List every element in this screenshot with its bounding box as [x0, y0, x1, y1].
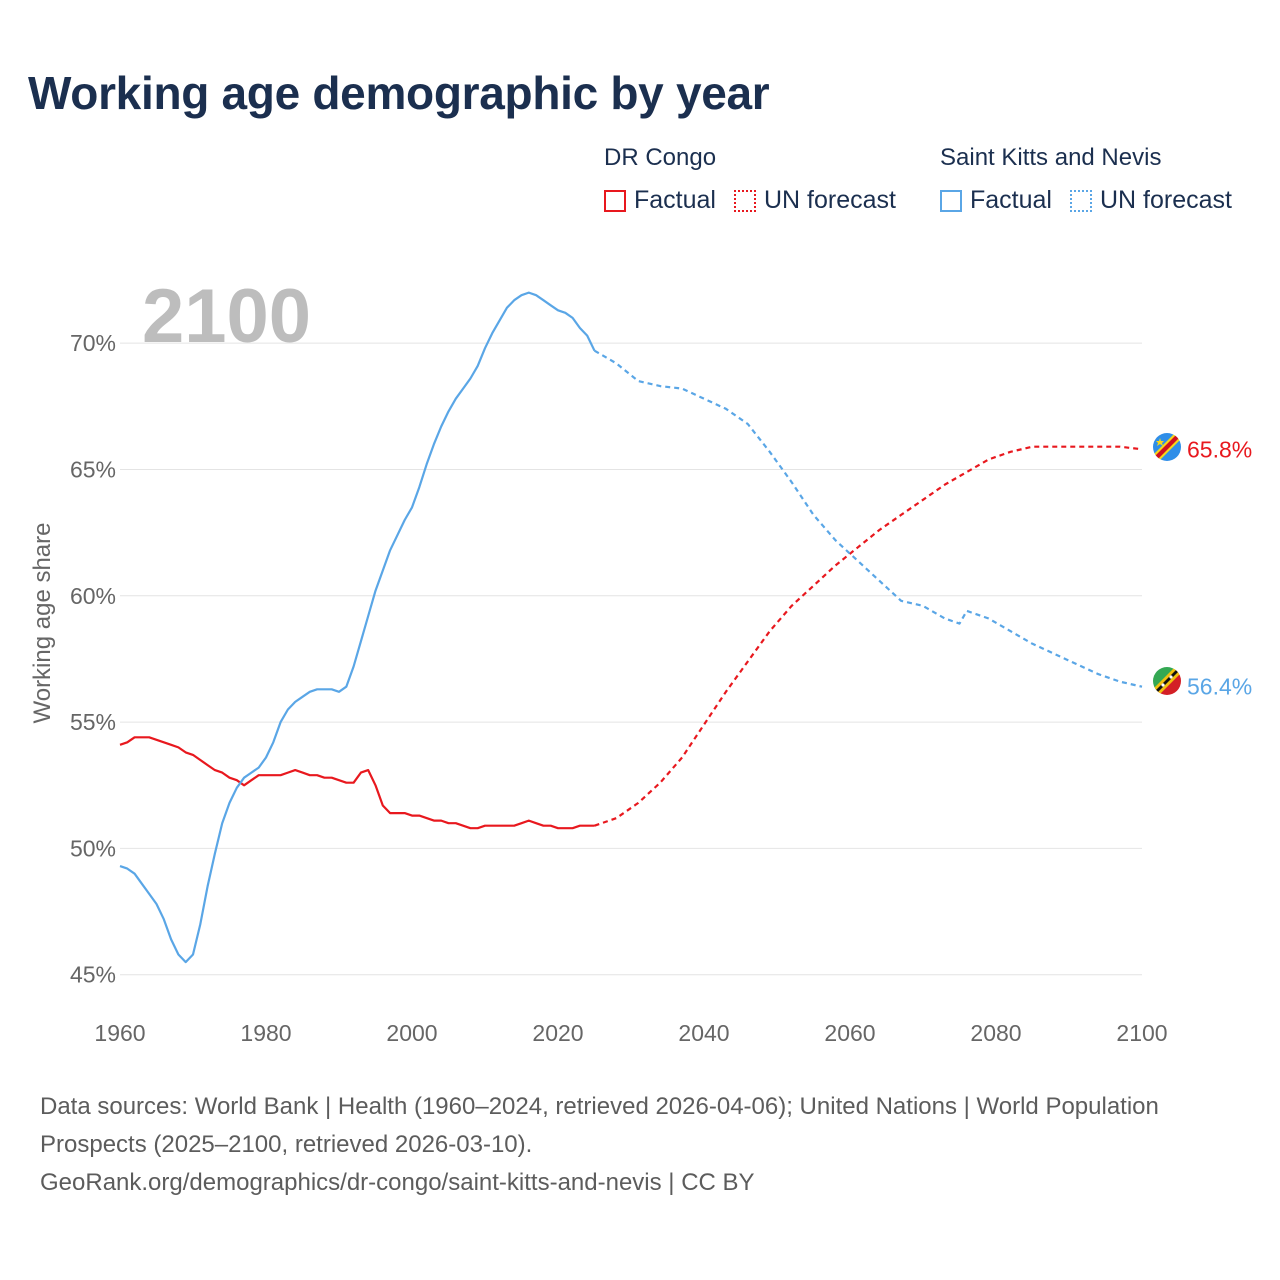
source-link[interactable]: GeoRank.org/demographics/dr-congo/saint-…: [40, 1169, 755, 1196]
legend-country-label: DR Congo: [604, 144, 717, 171]
y-tick-label: 70%: [70, 330, 116, 356]
legend-item-factual[interactable]: Factual: [940, 186, 1052, 215]
x-tick-label: 2080: [970, 1020, 1021, 1046]
end-value-label-saint-kitts-and-nevis: 56.4%: [1187, 674, 1252, 700]
series-line-saint-kitts-and-nevis-factual: [119, 291, 596, 964]
x-tick-label: 2000: [386, 1020, 437, 1046]
y-axis-title: Working age share: [29, 523, 56, 724]
legend-item-factual[interactable]: Factual: [604, 186, 716, 215]
x-tick-label: 2060: [824, 1020, 875, 1046]
end-value-label-dr-congo: 65.8%: [1187, 436, 1252, 462]
legend-factual-label: Factual: [634, 186, 716, 214]
legend-saint-kitts-and-nevis: Saint Kitts and Nevis Factual UN forecas…: [940, 144, 1250, 215]
chart-title: Working age demographic by year: [28, 67, 770, 119]
legend-country-label: Saint Kitts and Nevis: [940, 144, 1162, 171]
year-watermark: 2100: [142, 274, 311, 359]
series-line-saint-kitts-and-nevis-forecast: [593, 349, 1143, 688]
solid-swatch-icon: [604, 189, 626, 212]
y-tick-label: 45%: [70, 962, 116, 988]
solid-swatch-icon: [940, 189, 962, 212]
x-tick-label: 1960: [94, 1020, 145, 1046]
legend-item-forecast[interactable]: UN forecast: [1069, 186, 1232, 215]
x-tick-label: 2020: [532, 1020, 583, 1046]
x-tick-label: 2040: [678, 1020, 729, 1046]
footer: Data sources: World Bank | Health (1960–…: [40, 1088, 1220, 1202]
legend-item-forecast[interactable]: UN forecast: [733, 186, 896, 215]
series-line-dr-congo-factual: [119, 736, 595, 830]
y-tick-label: 65%: [70, 456, 116, 482]
line-chart: 45% 50% 55% 60% 65% 70% 1960 1980 2000 2020 2040 20…: [29, 274, 1252, 1046]
y-tick-label: 55%: [70, 709, 116, 735]
y-tick-label: 50%: [70, 835, 116, 861]
data-sources-text: Data sources: World Bank | Health (1960–…: [40, 1093, 1159, 1158]
saint-kitts-and-nevis-flag-icon: [1153, 667, 1181, 695]
legend-forecast-label: UN forecast: [763, 186, 896, 214]
series-line-dr-congo-forecast: [594, 445, 1143, 827]
x-tick-label: 2100: [1116, 1020, 1167, 1046]
dotted-swatch-icon: [1069, 189, 1092, 212]
legend-dr-congo: DR Congo Factual UN forecast: [604, 144, 914, 215]
dr-congo-flag-icon: [1153, 433, 1181, 461]
dotted-swatch-icon: [733, 189, 756, 212]
legend-forecast-label: UN forecast: [1099, 186, 1232, 214]
x-tick-label: 1980: [240, 1020, 291, 1046]
legend-factual-label: Factual: [970, 186, 1052, 214]
y-tick-label: 60%: [70, 583, 116, 609]
